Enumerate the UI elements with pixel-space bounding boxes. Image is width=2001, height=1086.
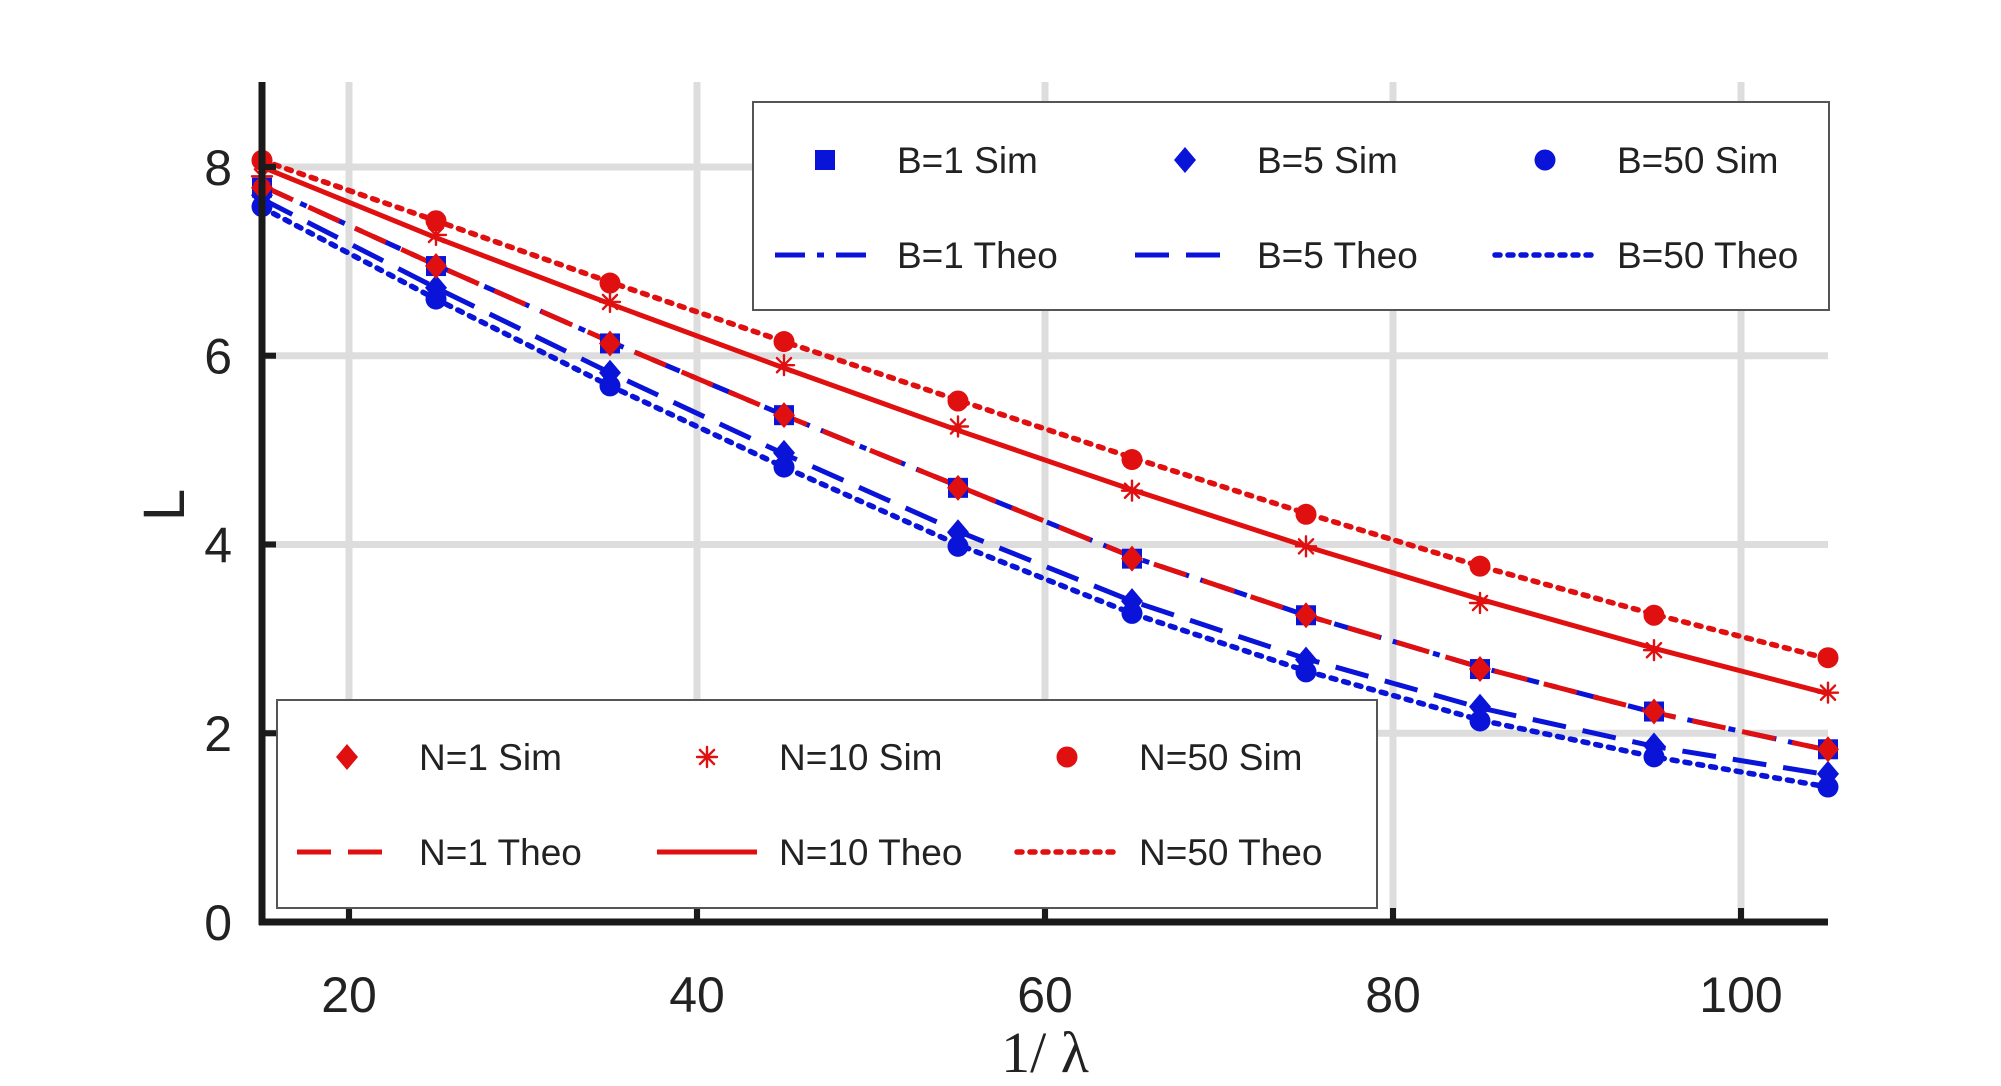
legend-item-b-5-sim: B=5 Sim bbox=[1174, 140, 1398, 181]
data-point bbox=[773, 456, 795, 478]
data-point bbox=[1121, 449, 1143, 471]
legend-label: N=10 Theo bbox=[779, 832, 962, 873]
data-point bbox=[1817, 776, 1839, 798]
data-point bbox=[425, 210, 447, 232]
data-point bbox=[772, 353, 796, 377]
y-axis-label: L bbox=[132, 489, 197, 521]
data-point bbox=[425, 288, 447, 310]
legend-item-n-50-theo: N=50 Theo bbox=[1014, 832, 1322, 873]
data-point bbox=[1817, 647, 1839, 669]
x-tick-label: 40 bbox=[669, 967, 725, 1023]
legend-item-n-1-theo: N=1 Theo bbox=[297, 832, 582, 873]
legend-item-n-10-sim: N=10 Sim bbox=[695, 737, 942, 778]
data-point bbox=[1817, 736, 1839, 763]
legend-label: B=50 Sim bbox=[1617, 140, 1778, 181]
data-point bbox=[598, 290, 622, 314]
data-point bbox=[425, 253, 447, 280]
data-point bbox=[1816, 681, 1840, 704]
data-point bbox=[1469, 555, 1491, 577]
series-markers-n-10-sim bbox=[250, 165, 1840, 704]
data-point bbox=[947, 535, 969, 557]
y-tick-label: 2 bbox=[204, 706, 232, 762]
data-point bbox=[947, 474, 969, 501]
data-point bbox=[1121, 545, 1143, 572]
legend-item-b-1-theo: B=1 Theo bbox=[775, 235, 1058, 276]
legend-top-right: B=1 Sim B=5 Sim B=50 Sim B=1 Theo B=5 Theo B=… bbox=[752, 101, 1830, 311]
legend-item-b-1-sim: B=1 Sim bbox=[815, 140, 1038, 181]
legend-label: N=50 Theo bbox=[1139, 832, 1322, 873]
x-tick-label: 20 bbox=[321, 967, 377, 1023]
legend-label: N=50 Sim bbox=[1139, 737, 1302, 778]
legend-box bbox=[752, 101, 1830, 311]
data-point bbox=[1295, 602, 1317, 629]
data-point bbox=[1469, 656, 1491, 683]
data-point bbox=[1643, 604, 1665, 626]
x-tick-label: 100 bbox=[1699, 967, 1782, 1023]
legend-label: B=5 Sim bbox=[1257, 140, 1398, 181]
series-line-n-10-theo bbox=[261, 164, 1829, 697]
data-point bbox=[1121, 602, 1143, 624]
series-line-n-1-theo bbox=[260, 183, 1829, 753]
y-tick-label: 4 bbox=[204, 517, 232, 573]
legend-label: B=1 Theo bbox=[897, 235, 1058, 276]
legend-swatch bbox=[695, 745, 719, 769]
legend-swatch bbox=[1056, 746, 1078, 768]
legend-item-n-10-theo: N=10 Theo bbox=[657, 832, 962, 873]
y-tick-label: 6 bbox=[204, 329, 232, 385]
data-point bbox=[1468, 591, 1492, 615]
x-axis-label: 1/ λ bbox=[1001, 1020, 1089, 1081]
legend-swatch bbox=[1174, 147, 1196, 173]
data-point bbox=[1643, 746, 1665, 768]
series-markers-n-1-sim bbox=[251, 174, 1839, 763]
legend-item-b-50-sim: B=50 Sim bbox=[1534, 140, 1778, 181]
y-tick-label: 0 bbox=[204, 895, 232, 951]
data-point bbox=[1120, 479, 1144, 502]
legend-item-n-1-sim: N=1 Sim bbox=[336, 737, 562, 778]
legend-label: N=10 Sim bbox=[779, 737, 942, 778]
data-point bbox=[1294, 535, 1318, 558]
legend-label: N=1 Theo bbox=[419, 832, 582, 873]
legend-box bbox=[276, 699, 1378, 909]
data-point bbox=[1469, 710, 1491, 732]
data-point bbox=[599, 375, 621, 397]
series-line-n-50-theo bbox=[259, 157, 1831, 662]
legend-item-n-50-sim: N=50 Sim bbox=[1056, 737, 1302, 778]
data-point bbox=[1295, 661, 1317, 683]
data-point bbox=[424, 223, 448, 247]
legend-label: B=50 Theo bbox=[1617, 235, 1798, 276]
legend-label: B=5 Theo bbox=[1257, 235, 1418, 276]
data-point bbox=[1643, 698, 1665, 725]
data-point bbox=[946, 415, 970, 438]
legends: B=1 Sim B=5 Sim B=50 Sim B=1 Theo B=5 Theo B=… bbox=[276, 101, 1830, 909]
data-point bbox=[599, 330, 621, 357]
data-point bbox=[773, 331, 795, 353]
axes: 20 40 60 80 100 0 2 4 6 8 bbox=[204, 82, 1828, 1023]
legend-item-b-5-theo: B=5 Theo bbox=[1135, 235, 1418, 276]
legend-label: B=1 Sim bbox=[897, 140, 1038, 181]
data-point bbox=[599, 272, 621, 294]
legend-swatch bbox=[1534, 149, 1556, 171]
data-point bbox=[1642, 638, 1666, 662]
legend-bottom-left: N=1 Sim N=10 Sim N=50 Sim N=1 Theo N=10 Theo… bbox=[276, 699, 1378, 909]
legend-label: N=1 Sim bbox=[419, 737, 562, 778]
legend-swatch bbox=[815, 150, 835, 170]
data-point bbox=[773, 402, 795, 429]
x-tick-label: 60 bbox=[1017, 967, 1073, 1023]
data-point bbox=[947, 390, 969, 412]
data-point bbox=[1295, 503, 1317, 525]
legend-swatch bbox=[336, 744, 358, 770]
x-tick-label: 80 bbox=[1365, 967, 1421, 1023]
legend-item-b-50-theo: B=50 Theo bbox=[1492, 235, 1798, 276]
y-tick-label: 8 bbox=[204, 140, 232, 196]
